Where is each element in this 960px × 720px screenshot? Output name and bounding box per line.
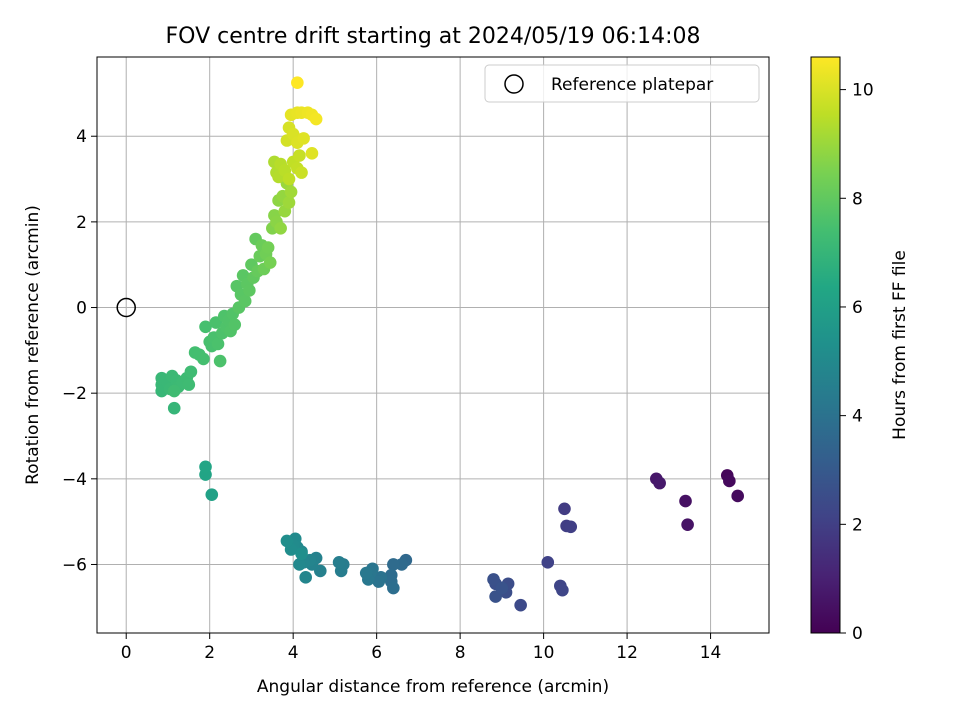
plot-frame <box>96 56 770 634</box>
data-point <box>359 566 373 580</box>
data-point <box>681 518 694 531</box>
data-point <box>282 196 296 209</box>
chart-title: FOV centre drift starting at 2024/05/19 … <box>166 24 701 49</box>
colorbar: 0 2 4 6 8 10 Hours from first FF file <box>810 56 910 644</box>
data-point <box>199 460 212 474</box>
data-point <box>280 534 294 548</box>
colorbar-tick-label: 2 <box>852 515 863 535</box>
y-tick-label: 4 <box>76 127 87 147</box>
data-point <box>297 132 310 145</box>
colorbar-tick-label: 10 <box>852 81 874 101</box>
x-axis-label: Angular distance from reference (arcmin) <box>257 677 609 697</box>
y-tick-label: 2 <box>76 213 87 233</box>
colorbar-tick-label: 6 <box>852 298 863 318</box>
data-point <box>167 384 181 398</box>
data-point <box>205 488 219 501</box>
data-point <box>556 583 569 597</box>
x-tick-label: 14 <box>700 643 722 663</box>
y-axis-label: Rotation from reference (arcmin) <box>23 205 43 485</box>
data-point <box>238 294 252 308</box>
x-tick-label: 10 <box>533 643 555 663</box>
colorbar-label: Hours from first FF file <box>890 250 910 440</box>
reference-platepar-marker <box>116 297 136 318</box>
data-point <box>487 573 500 586</box>
grid <box>97 57 769 633</box>
data-point <box>679 494 692 508</box>
data-point <box>299 571 312 584</box>
data-point <box>653 476 666 490</box>
x-tick-label: 2 <box>204 643 215 663</box>
legend-marker-icon <box>504 74 524 94</box>
data-point <box>282 172 296 186</box>
data-point <box>541 556 555 569</box>
data-point <box>372 575 386 588</box>
data-point <box>305 147 319 160</box>
data-point <box>184 365 198 379</box>
data-point <box>199 320 212 334</box>
data-point <box>723 474 736 488</box>
data-point <box>495 581 509 595</box>
x-tick-label: 4 <box>288 643 299 663</box>
legend: Reference platepar <box>484 64 760 103</box>
data-point <box>261 241 275 254</box>
data-point <box>309 112 323 126</box>
data-point <box>387 558 400 571</box>
data-point <box>731 489 744 503</box>
data-point <box>243 284 256 297</box>
y-tick-label: −2 <box>62 384 87 404</box>
data-point <box>197 352 210 366</box>
x-tick-label: 0 <box>121 643 132 663</box>
data-point <box>332 556 346 569</box>
x-axis-ticks: 0 2 4 6 8 10 12 14 <box>121 633 722 663</box>
data-point <box>228 318 242 331</box>
colorbar-tick-label: 4 <box>852 407 863 427</box>
data-point <box>295 166 308 179</box>
legend-label: Reference platepar <box>551 75 713 95</box>
data-point <box>274 222 287 235</box>
data-point <box>291 76 304 89</box>
colorbar-gradient <box>810 56 841 634</box>
colorbar-tick-label: 0 <box>852 624 863 644</box>
x-tick-label: 8 <box>455 643 466 663</box>
data-point <box>211 337 225 351</box>
data-point <box>514 598 527 612</box>
colorbar-ticks: 0 2 4 6 8 10 <box>840 81 874 644</box>
legend-box <box>484 64 760 103</box>
y-tick-label: −6 <box>62 555 87 575</box>
data-point <box>213 354 227 368</box>
x-tick-label: 12 <box>616 643 638 663</box>
y-tick-label: 0 <box>76 299 87 319</box>
data-point <box>284 185 298 199</box>
x-tick-label: 6 <box>371 643 382 663</box>
y-tick-label: −4 <box>62 470 87 490</box>
colorbar-tick-label: 8 <box>852 189 863 209</box>
data-point <box>558 502 571 516</box>
data-point <box>263 256 277 269</box>
data-point <box>167 401 181 415</box>
data-point <box>387 581 400 595</box>
data-point <box>182 378 196 391</box>
data-point <box>295 547 308 561</box>
data-point <box>293 558 306 571</box>
data-point <box>564 520 578 534</box>
y-axis-ticks: −6 −4 −2 0 2 4 <box>62 127 97 575</box>
data-point <box>293 149 306 162</box>
data-points <box>155 76 744 612</box>
